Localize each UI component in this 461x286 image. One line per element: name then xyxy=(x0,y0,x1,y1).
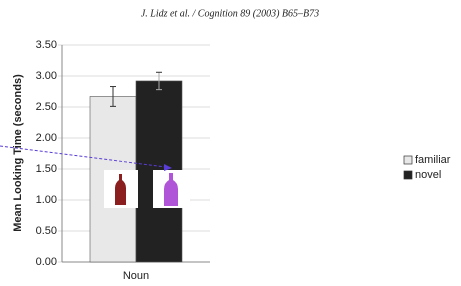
y-tick-label: 0.00 xyxy=(36,256,57,268)
y-tick-label: 1.50 xyxy=(36,163,57,175)
y-tick-label: 1.00 xyxy=(36,194,57,206)
y-axis-label: Mean Looking Time (seconds) xyxy=(12,74,24,232)
legend-swatch xyxy=(404,171,412,179)
legend-swatch xyxy=(404,156,412,164)
y-tick-label: 2.50 xyxy=(36,101,57,113)
page-header: J. Lidz et al. / Cognition 89 (2003) B65… xyxy=(141,8,319,19)
x-tick-label: Noun xyxy=(123,270,149,282)
legend: familiar novel xyxy=(404,154,451,181)
legend-label: familiar xyxy=(415,154,451,166)
y-tick-label: 2.00 xyxy=(36,132,57,144)
chart: J. Lidz et al. / Cognition 89 (2003) B65… xyxy=(0,0,461,286)
y-tick-label: 3.50 xyxy=(36,39,57,51)
y-tick-label: 3.00 xyxy=(36,70,57,82)
legend-label: novel xyxy=(415,169,441,181)
y-tick-label: 0.50 xyxy=(36,225,57,237)
plot: 0.00 0.50 1.00 1.50 2.00 2.50 3.00 3.50 Noun xyxy=(36,39,210,282)
